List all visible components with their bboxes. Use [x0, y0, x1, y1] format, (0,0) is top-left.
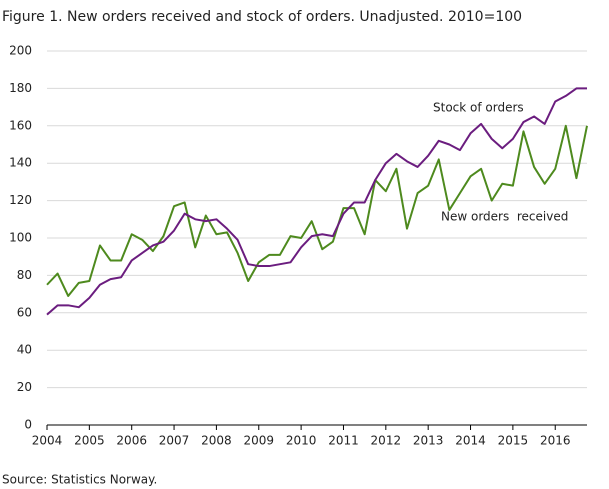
source-note: Source: Statistics Norway. [2, 473, 157, 487]
x-tick-label: 2010 [286, 434, 317, 448]
x-tick-label: 2013 [413, 434, 444, 448]
x-tick-label: 2011 [328, 434, 359, 448]
y-tick-label: 160 [9, 118, 32, 132]
x-tick-label: 2004 [32, 434, 63, 448]
y-tick-label: 100 [9, 231, 32, 245]
y-tick-label: 180 [9, 81, 32, 95]
y-tick-label: 0 [24, 418, 32, 432]
y-tick-label: 200 [9, 44, 32, 58]
x-tick-label: 2006 [116, 434, 147, 448]
y-tick-label: 140 [9, 156, 32, 170]
series-line [46, 87, 587, 316]
y-tick-label: 120 [9, 193, 32, 207]
y-tick-label: 40 [17, 343, 32, 357]
x-tick-label: 2016 [540, 434, 571, 448]
x-tick-label: 2009 [243, 434, 274, 448]
x-tick-label: 2008 [201, 434, 232, 448]
x-tick-label: 2012 [371, 434, 402, 448]
y-tick-label: 80 [17, 268, 32, 282]
chart-title: Figure 1. New orders received and stock … [2, 9, 522, 25]
x-tick-label: 2007 [159, 434, 190, 448]
x-tick-label: 2005 [74, 434, 105, 448]
y-tick-label: 20 [17, 380, 32, 394]
y-tick-label: 60 [17, 305, 32, 319]
x-tick-label: 2014 [455, 434, 486, 448]
series-label: Stock of orders [433, 101, 524, 115]
series-label: New orders received [441, 210, 568, 224]
x-tick-label: 2015 [498, 434, 529, 448]
